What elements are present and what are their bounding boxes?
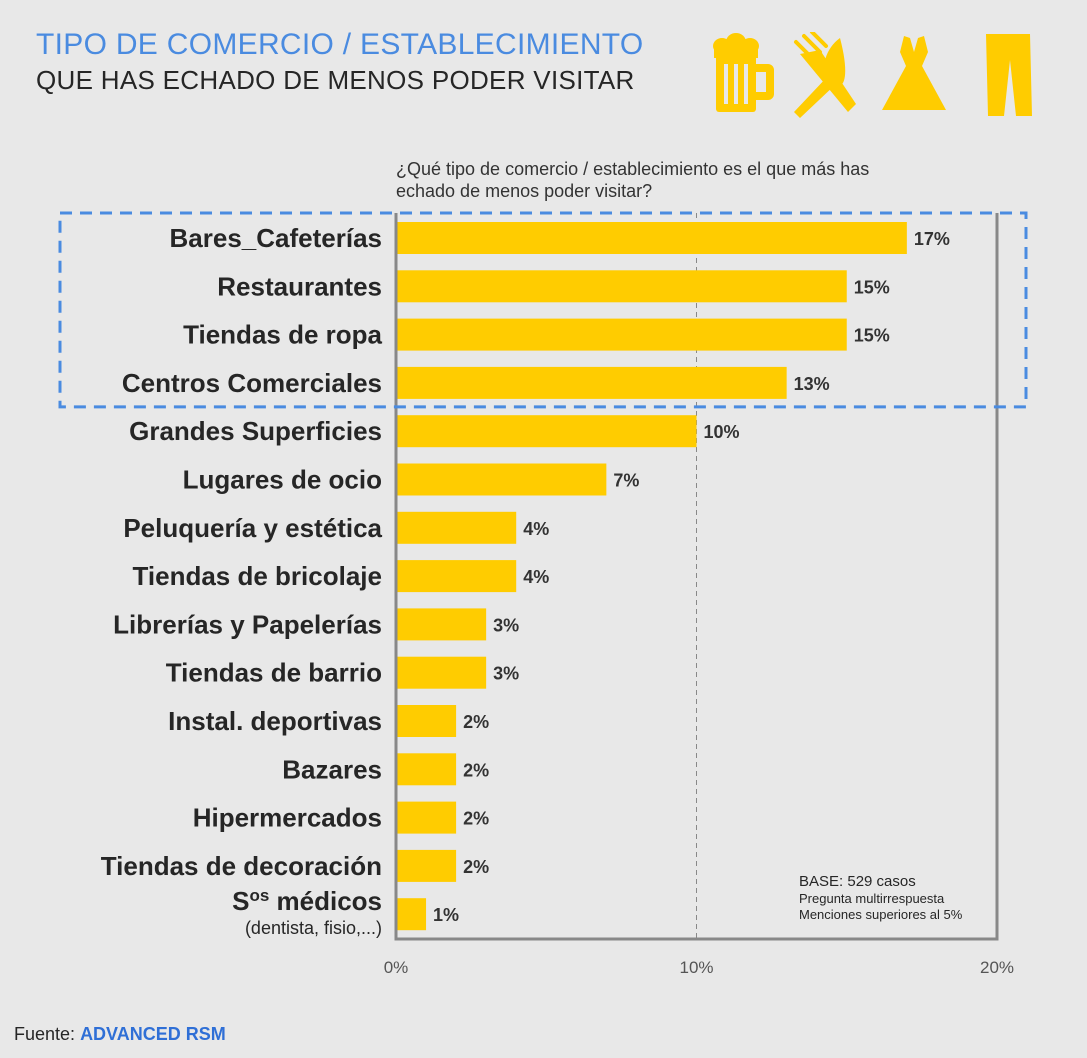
category-label: Bares_Cafeterías (170, 223, 382, 253)
category-label: Tiendas de decoración (101, 851, 382, 881)
bar (396, 318, 847, 351)
value-label: 4% (523, 519, 549, 539)
icon-row (713, 32, 1032, 118)
chart-title: TIPO DE COMERCIO / ESTABLECIMIENTO (36, 28, 644, 61)
category-label: Tiendas de bricolaje (132, 561, 382, 591)
category-label: Tiendas de ropa (183, 320, 382, 350)
category-label: Librerías y Papelerías (113, 609, 382, 639)
value-label: 2% (463, 809, 489, 829)
source-brand: ADVANCED RSM (80, 1024, 226, 1044)
base-note: BASE: 529 casos Pregunta multirrespuesta… (799, 873, 962, 923)
base-note-line2: Pregunta multirrespuesta (799, 891, 945, 906)
category-label: Tiendas de barrio (166, 658, 382, 688)
highlight-box (58, 211, 1028, 409)
dress-icon (882, 36, 946, 110)
value-label: 1% (433, 905, 459, 925)
source-note: Fuente: ADVANCED RSM (14, 1024, 226, 1045)
category-label: Peluquería y estética (123, 513, 382, 543)
value-label: 2% (463, 712, 489, 732)
beer-mug-icon (713, 33, 774, 112)
value-label: 13% (794, 374, 830, 394)
source-prefix: Fuente: (14, 1024, 76, 1044)
bar (396, 270, 847, 303)
bar (396, 849, 457, 882)
value-label: 7% (613, 471, 639, 491)
value-label: 15% (854, 326, 890, 346)
category-label: Instal. deportivas (168, 706, 382, 736)
bar (396, 898, 427, 931)
value-label: 4% (523, 567, 549, 587)
plot-frame (394, 213, 999, 941)
x-tick-label: 20% (980, 958, 1014, 977)
bar (396, 511, 517, 544)
bar (396, 753, 457, 786)
bar (396, 608, 487, 641)
base-note-line3: Menciones superiores al 5% (799, 907, 963, 922)
value-label: 2% (463, 760, 489, 780)
fork-knife-icon (794, 32, 856, 118)
category-label: Grandes Superficies (129, 416, 382, 446)
category-label: Bazares (282, 754, 382, 784)
bar (396, 366, 787, 399)
x-tick-label: 0% (384, 958, 409, 977)
category-label: Restaurantes (217, 271, 382, 301)
bar (396, 463, 607, 496)
category-sublabel: (dentista, fisio,...) (245, 918, 382, 938)
bar (396, 560, 517, 593)
category-label: Sos médicos (232, 886, 382, 916)
bar (396, 705, 457, 737)
x-tick-label: 10% (679, 958, 713, 977)
survey-question: ¿Qué tipo de comercio / establecimiento … (396, 159, 870, 201)
value-label: 3% (493, 664, 519, 684)
value-label: 10% (704, 422, 740, 442)
value-label: 3% (493, 615, 519, 635)
bar (396, 656, 487, 689)
category-label: Centros Comerciales (122, 368, 382, 398)
category-label: Hipermercados (193, 803, 382, 833)
trousers-icon (986, 34, 1032, 116)
value-label: 2% (463, 857, 489, 877)
chart-subtitle: QUE HAS ECHADO DE MENOS PODER VISITAR (36, 65, 635, 95)
base-note-line1: BASE: 529 casos (799, 873, 916, 890)
bar (396, 222, 907, 254)
category-label: Lugares de ocio (183, 465, 382, 495)
value-label: 15% (854, 277, 890, 297)
bar (396, 415, 697, 448)
bar (396, 801, 457, 834)
value-label: 17% (914, 229, 950, 249)
